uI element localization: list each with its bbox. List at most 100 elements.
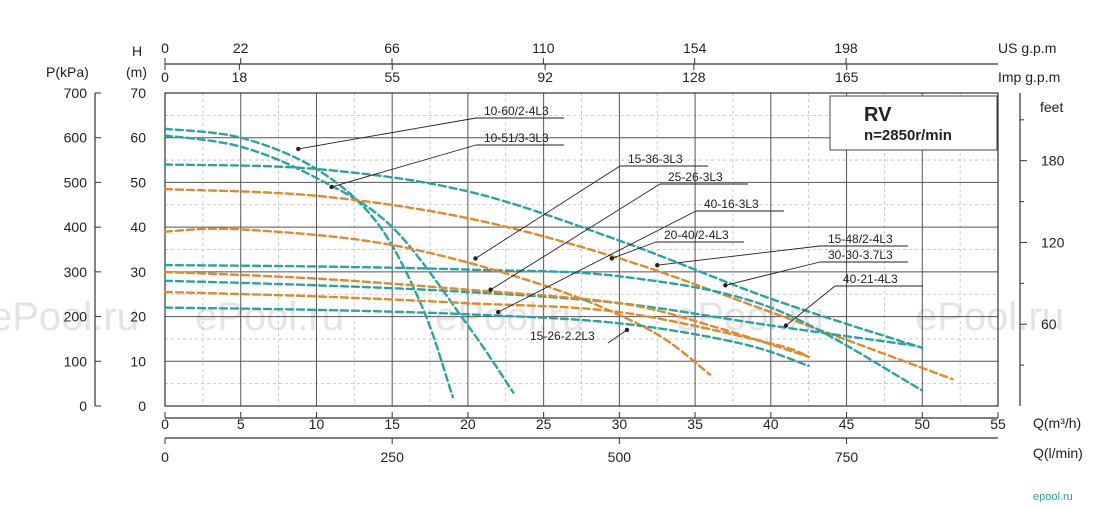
minor-grid [165,93,998,406]
label-anchor-dot [473,256,478,261]
label-leader-line [331,144,477,188]
x-tick-label-usgpm: 66 [384,40,400,56]
label-anchor-dot [296,146,301,152]
y-tick-label-kpa: 0 [79,398,87,414]
x-title-m3h: Q(m³/h) [1033,415,1081,431]
curve-10-60-2-4l3 [163,127,454,399]
y-tick-label-kpa: 100 [64,353,88,369]
x-tick-label-lmin: 750 [835,449,859,465]
x-tick-label-usgpm: 0 [161,40,169,56]
x-tick-label-usgpm: 22 [233,40,249,56]
label-leader-line [725,261,821,286]
curve-label: 40-21-4L3 [843,272,898,286]
y-tick-label-m: 0 [138,398,146,414]
watermark-layer: ePool.ru ePool.ru ePool.ru ePool.ru ePool.ru… [0,295,1073,503]
curve-label: 30-30-3.7L3 [828,248,893,262]
label-anchor-dot [609,256,614,261]
x-tick-label-impgpm: 0 [161,69,169,85]
curve-10-51-3-3l3 [163,134,515,394]
label-leader-line [475,165,621,259]
curve-label: 40-16-3L3 [704,197,759,211]
label-anchor-dot [655,262,660,268]
x-tick-label-impgpm: 55 [384,69,400,85]
y-title-feet: feet [1040,99,1063,115]
x-tick-label-m3h: 20 [460,416,476,432]
curve-label: 25-26-3L3 [668,170,723,184]
curve-label: 15-26-2.2L3 [530,329,595,343]
x-tick-label-m3h: 30 [612,416,628,432]
watermark-logo: epool.ru [1033,491,1073,503]
y-tick-label-m: 20 [130,309,146,325]
y-title-kpa: P(kPa) [46,64,89,80]
label-anchor-dot [496,309,501,315]
x-tick-label-usgpm: 198 [834,40,858,56]
x-tick-label-lmin: 250 [381,449,405,465]
y-tick-label-m: 30 [130,264,146,280]
label-leader-line [298,117,477,150]
y-tick-label-m: 70 [130,85,146,101]
x-tick-label-m3h: 0 [161,416,169,432]
curve-label: 10-60/2-4L3 [484,104,549,118]
y-tick-label-feet: 180 [1041,153,1065,169]
label-anchor-dot [488,287,493,292]
y-tick-label-m: 40 [130,219,146,235]
x-tick-label-lmin: 500 [608,449,632,465]
x-tick-label-usgpm: 154 [683,40,707,56]
label-leader-line [497,210,697,313]
chart-subtitle: n=2850r/min [864,127,952,144]
x-title-impgpm: Imp g.p.m [998,69,1060,85]
curve-label: 20-40/2-4L3 [664,228,729,242]
y-title-h: H [132,43,142,59]
x-tick-label-m3h: 10 [309,416,325,432]
curve-label: 15-48/2-4L3 [828,232,893,246]
y-tick-label-kpa: 200 [64,309,88,325]
x-tick-label-m3h: 25 [536,416,552,432]
curve-20-40-2-4l3 [163,227,712,376]
curve-labels: 10-60/2-4L3 10-51/3-3L3 15-36-3L3 25-26-3L3… [296,104,923,344]
x-tick-label-impgpm: 128 [682,69,706,85]
x-tick-label-lmin: 0 [161,449,169,465]
y-tick-label-feet: 120 [1041,234,1065,250]
y-tick-label-m: 60 [130,130,146,146]
curve-40-21-4l3 [163,290,810,358]
x-tick-label-impgpm: 18 [232,69,248,85]
label-leader-line [607,329,628,344]
model-box: RV n=2850r/min [829,95,998,151]
curve-40-16-3l3 [163,263,924,392]
x-tick-label-m3h: 35 [687,416,703,432]
curve-label: 15-36-3L3 [628,152,683,166]
curve-15-36-3l3 [163,163,924,350]
x-tick-label-m3h: 45 [839,416,855,432]
y-tick-label-kpa: 700 [64,85,88,101]
x-tick-label-impgpm: 165 [835,69,859,85]
x-tick-label-m3h: 40 [763,416,779,432]
label-anchor-dot [783,323,789,328]
axes: 0100200300400500600700010203040506070601… [64,40,1065,465]
curve-15-26-2-2l3 [163,306,810,367]
y-tick-label-m: 10 [130,353,146,369]
x-tick-label-m3h: 50 [914,416,930,432]
label-anchor-dot [723,283,728,288]
curve-label: 10-51/3-3L3 [484,131,549,145]
curve-25-26-3l3 [163,187,954,381]
watermark-text: ePool.ru [0,295,139,339]
x-tick-label-m3h: 15 [384,416,400,432]
curve-30-30-3-7l3 [163,270,810,358]
y-tick-label-kpa: 400 [64,219,88,235]
label-leader-line [611,241,657,259]
y-tick-label-m: 50 [130,174,146,190]
y-tick-label-kpa: 500 [64,174,88,190]
x-tick-label-usgpm: 110 [532,40,555,56]
x-title-usgpm: US g.p.m [998,40,1056,56]
y-title-m: (m) [126,64,147,80]
label-anchor-dot [329,184,334,190]
label-leader-line [785,285,836,326]
y-tick-label-feet: 60 [1041,316,1057,332]
y-tick-label-kpa: 300 [64,264,88,280]
plot-frame [164,92,999,407]
major-grid [164,92,999,407]
y-tick-label-kpa: 600 [64,130,88,146]
label-leader-line [490,183,661,291]
chart-title: RV [864,104,892,126]
